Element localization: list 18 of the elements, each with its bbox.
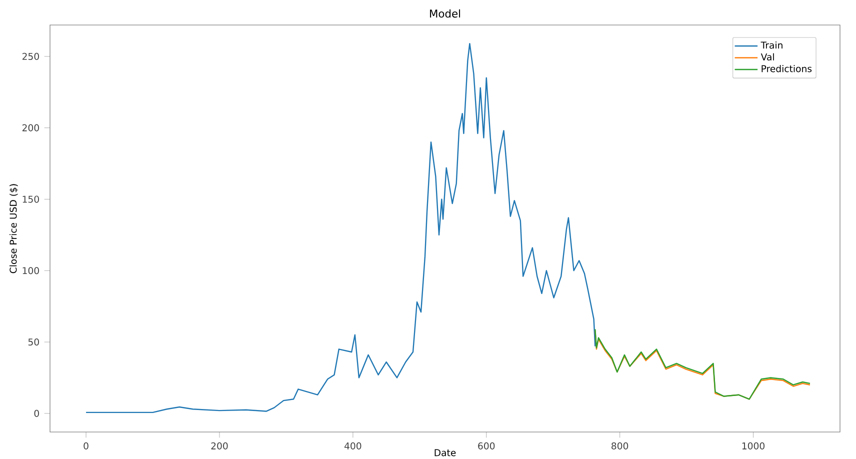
- y-tick-label: 50: [28, 338, 39, 346]
- y-tick-label: 200: [22, 124, 39, 132]
- x-tick-label: 1000: [742, 442, 765, 450]
- chart-title: Model: [430, 9, 460, 18]
- x-tick-label: 0: [84, 442, 88, 450]
- y-tick-label: 250: [22, 52, 39, 60]
- legend-label: Predictions: [762, 64, 812, 72]
- y-tick-label: 150: [22, 196, 39, 203]
- legend-label: Val: [760, 53, 774, 60]
- x-tick-label: 200: [211, 442, 228, 450]
- x-axis-title: Date: [434, 449, 456, 456]
- x-tick-label: 600: [478, 442, 495, 450]
- x-tick-label: 800: [612, 442, 628, 450]
- y-tick-label: 0: [34, 410, 39, 417]
- legend-label: Train: [760, 41, 782, 49]
- x-tick-label: 400: [344, 442, 362, 450]
- y-tick-label: 100: [22, 267, 39, 274]
- y-axis-title: Close Price USD ($): [10, 184, 18, 274]
